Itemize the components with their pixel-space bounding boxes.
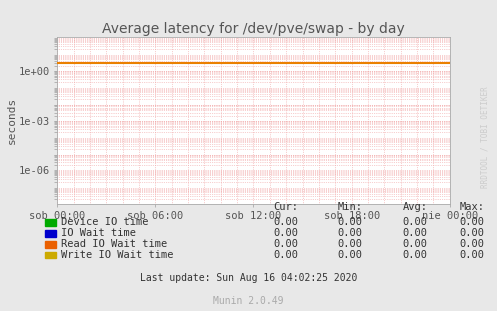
Text: 0.00: 0.00: [460, 239, 485, 249]
Text: 0.00: 0.00: [338, 250, 363, 260]
Text: 0.00: 0.00: [338, 217, 363, 227]
Text: 0.00: 0.00: [273, 239, 298, 249]
Text: RRDTOOL / TOBI OETIKER: RRDTOOL / TOBI OETIKER: [481, 86, 490, 188]
Text: Cur:: Cur:: [273, 202, 298, 212]
Y-axis label: seconds: seconds: [7, 97, 17, 144]
Text: IO Wait time: IO Wait time: [61, 228, 136, 238]
Text: 0.00: 0.00: [460, 250, 485, 260]
Text: 0.00: 0.00: [460, 228, 485, 238]
Text: 0.00: 0.00: [338, 228, 363, 238]
Text: Max:: Max:: [460, 202, 485, 212]
Text: Avg:: Avg:: [403, 202, 427, 212]
Text: 0.00: 0.00: [403, 217, 427, 227]
Text: Device IO time: Device IO time: [61, 217, 148, 227]
Text: 0.00: 0.00: [273, 228, 298, 238]
Text: 0.00: 0.00: [403, 250, 427, 260]
Text: Munin 2.0.49: Munin 2.0.49: [213, 296, 284, 306]
Text: 0.00: 0.00: [273, 217, 298, 227]
Text: 0.00: 0.00: [460, 217, 485, 227]
Title: Average latency for /dev/pve/swap - by day: Average latency for /dev/pve/swap - by d…: [102, 22, 405, 36]
Text: Min:: Min:: [338, 202, 363, 212]
Text: 0.00: 0.00: [273, 250, 298, 260]
Text: 0.00: 0.00: [403, 239, 427, 249]
Text: Read IO Wait time: Read IO Wait time: [61, 239, 167, 249]
Text: 0.00: 0.00: [338, 239, 363, 249]
Text: Last update: Sun Aug 16 04:02:25 2020: Last update: Sun Aug 16 04:02:25 2020: [140, 273, 357, 283]
Text: 0.00: 0.00: [403, 228, 427, 238]
Text: Write IO Wait time: Write IO Wait time: [61, 250, 173, 260]
